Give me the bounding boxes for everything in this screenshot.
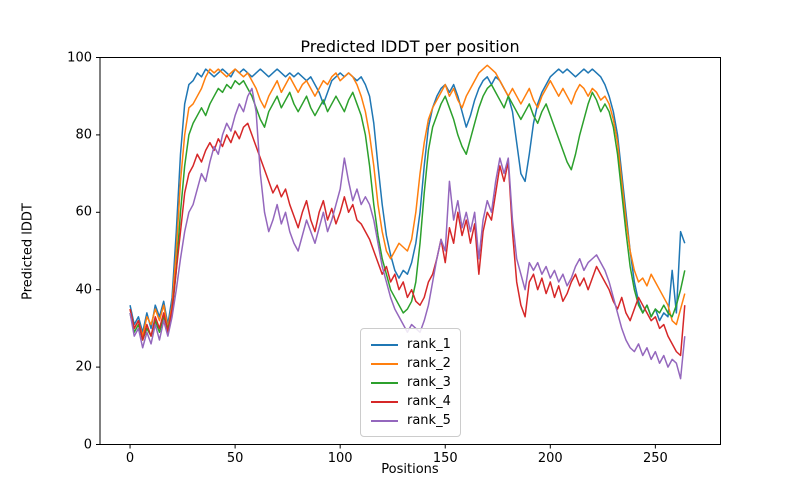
x-tick-label: 100 <box>327 451 353 466</box>
x-axis-label: Positions <box>381 462 439 477</box>
legend-label: rank_5 <box>407 413 451 428</box>
legend-item-rank-4: rank_4 <box>371 392 451 411</box>
y-tick-label: 60 <box>75 204 92 220</box>
legend-label: rank_4 <box>407 394 451 409</box>
legend: rank_1 rank_2 rank_3 rank_4 rank_5 <box>360 328 461 437</box>
legend-swatch-rank-4 <box>371 400 398 403</box>
legend-item-rank-1: rank_1 <box>371 335 451 354</box>
axis-ticks <box>96 57 656 449</box>
legend-label: rank_3 <box>407 375 451 390</box>
y-tick-label: 100 <box>67 50 92 65</box>
legend-label: rank_2 <box>407 356 451 371</box>
legend-swatch-rank-3 <box>371 381 398 384</box>
legend-item-rank-2: rank_2 <box>371 354 451 373</box>
legend-swatch-rank-5 <box>371 419 398 422</box>
axes-spines <box>99 57 721 445</box>
y-tick-label: 40 <box>75 282 92 298</box>
series-lines <box>129 64 686 380</box>
y-tick-label: 20 <box>75 359 92 375</box>
line-rank_2 <box>129 64 686 337</box>
chart-title: Predicted lDDT per position <box>300 37 520 56</box>
x-tick-label: 50 <box>226 451 244 466</box>
legend-swatch-rank-1 <box>371 343 398 346</box>
legend-item-rank-3: rank_3 <box>371 373 451 392</box>
line-rank_4 <box>129 122 686 357</box>
legend-item-rank-5: rank_5 <box>371 411 451 430</box>
x-tick-label: 200 <box>537 451 563 466</box>
line-rank_1 <box>129 68 686 334</box>
x-tick-label: 250 <box>642 451 668 466</box>
y-axis-label: Predicted lDDT <box>20 203 36 300</box>
legend-swatch-rank-2 <box>371 362 398 365</box>
x-tick-label: 0 <box>125 451 135 466</box>
y-tick-label: 0 <box>83 437 92 452</box>
legend-label: rank_1 <box>407 337 451 352</box>
line-rank_3 <box>129 79 686 341</box>
y-tick-label: 80 <box>75 127 92 143</box>
x-tick-label: 150 <box>432 451 458 466</box>
